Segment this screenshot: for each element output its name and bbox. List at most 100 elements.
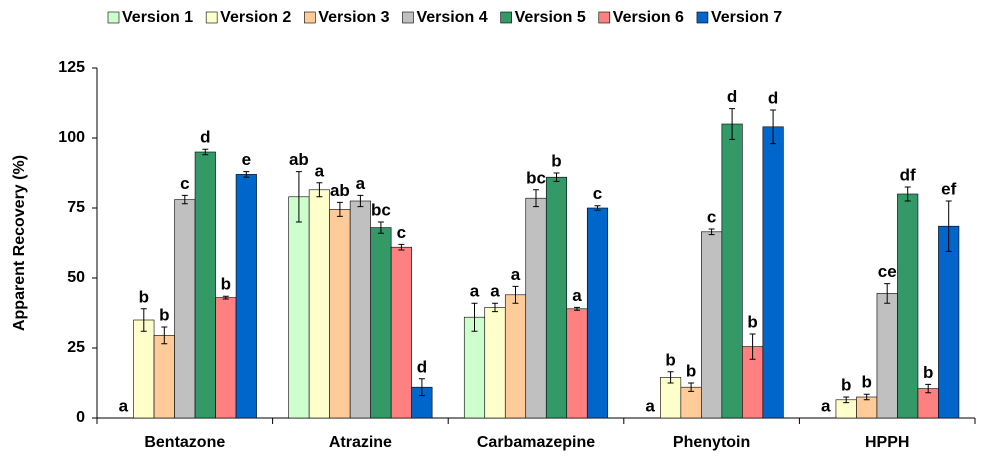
annotation: c [180, 174, 189, 193]
bar [566, 308, 588, 419]
annotation: b [747, 312, 757, 331]
error-bar [594, 205, 601, 211]
x-tick-label: HPPH [865, 434, 909, 451]
annotation: e [242, 150, 251, 169]
legend-swatch [598, 11, 611, 24]
error-bar [316, 182, 323, 198]
legend-label: Version 5 [515, 9, 586, 26]
annotation: df [900, 165, 916, 184]
error-bar [357, 194, 364, 208]
y-axis-title: Apparent Recovery (%) [11, 155, 28, 331]
error-bar [222, 295, 229, 300]
annotation: d [200, 128, 210, 147]
bar [174, 199, 196, 419]
error-bar [553, 172, 560, 182]
error-bar [161, 326, 168, 345]
error-bar [181, 194, 188, 205]
annotation: b [139, 287, 149, 306]
x-tick-label: Phenytoin [673, 434, 750, 451]
error-bar [512, 285, 519, 304]
annotation: d [768, 88, 778, 107]
error-bar [688, 382, 695, 392]
y-tick-label: 50 [67, 269, 85, 286]
error-bar [533, 189, 539, 208]
annotation: b [665, 350, 675, 369]
bar [215, 297, 237, 419]
annotation: b [686, 361, 696, 380]
annotation: a [356, 174, 366, 193]
bar [504, 294, 527, 419]
error-bar [140, 308, 147, 332]
annotation: b [221, 275, 231, 294]
bar [586, 207, 609, 419]
error-bar [471, 302, 478, 332]
legend-label: Version 1 [122, 9, 193, 26]
annotation: a [821, 396, 831, 415]
legend-swatch [500, 11, 512, 24]
annotation: a [645, 396, 655, 415]
legend-label: Version 7 [711, 9, 782, 26]
y-tick-label: 25 [67, 339, 85, 356]
error-bar [945, 200, 952, 252]
annotation: b [923, 363, 933, 382]
bar [876, 293, 898, 419]
error-bar [904, 186, 911, 202]
error-bar [492, 302, 498, 313]
bar [235, 174, 257, 419]
x-tick-label: Atrazine [329, 434, 392, 451]
annotation: d [417, 357, 427, 376]
annotation: bc [371, 200, 391, 219]
error-bar [884, 283, 891, 304]
annotation: bc [526, 168, 546, 187]
annotation: a [315, 161, 325, 180]
annotation: b [862, 373, 872, 392]
error-bar [708, 228, 715, 236]
bar [153, 335, 175, 419]
annotation: a [119, 396, 129, 415]
legend-swatch [402, 11, 414, 24]
error-bar [574, 306, 580, 311]
bar [525, 197, 547, 419]
bar [484, 307, 506, 419]
bar [463, 316, 486, 419]
error-bar [925, 383, 932, 394]
bar [349, 200, 371, 419]
x-tick-label: Carbamazepine [477, 434, 595, 451]
annotation: a [511, 265, 521, 284]
bar [701, 231, 723, 419]
error-bar [202, 148, 209, 156]
error-bar [770, 109, 777, 145]
legend-swatch [304, 11, 316, 24]
error-bar [749, 333, 756, 360]
legend-label: Version 3 [318, 9, 389, 26]
error-bar [729, 108, 736, 140]
error-bar [336, 201, 343, 217]
bar [133, 319, 155, 419]
error-bar [418, 378, 425, 397]
annotation: ce [878, 262, 897, 281]
bar [938, 225, 960, 419]
bar [390, 246, 412, 419]
annotation: ef [941, 179, 956, 198]
legend-label: Version 2 [220, 9, 291, 26]
annotation: c [397, 223, 406, 242]
legend-swatch [205, 11, 218, 24]
annotation: a [572, 286, 582, 305]
bar [721, 123, 743, 419]
bar [288, 196, 310, 419]
bar [370, 227, 392, 419]
bar [329, 209, 351, 419]
annotation: b [159, 305, 169, 324]
error-bar [398, 243, 405, 251]
legend-swatch [107, 11, 120, 24]
error-bar [243, 171, 250, 178]
x-tick-label: Bentazone [144, 434, 225, 451]
error-bar [295, 171, 302, 223]
legend-swatch [696, 11, 709, 24]
legend-label: Version 6 [613, 9, 684, 26]
bar [194, 151, 216, 419]
error-bar [667, 371, 674, 384]
bar [308, 189, 330, 419]
annotation: ab [330, 181, 350, 200]
